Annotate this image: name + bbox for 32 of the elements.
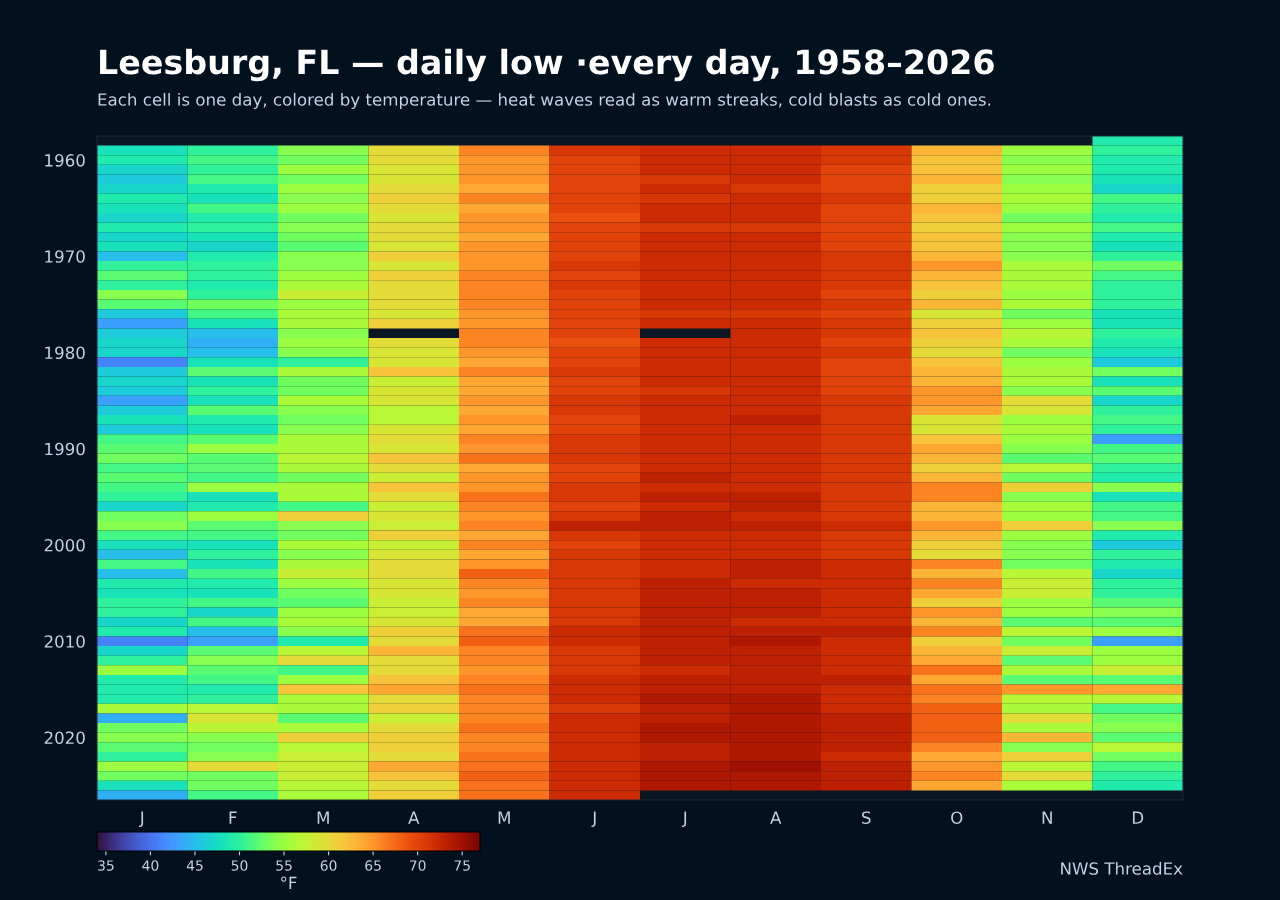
color-bar-label: 65 (365, 860, 381, 871)
x-tick-label: J (138, 811, 144, 828)
color-bar-label: 50 (231, 860, 248, 871)
color-bar-label: 70 (409, 860, 426, 871)
color-bar-label: 60 (320, 860, 337, 871)
color-bar-label: 45 (186, 860, 203, 871)
x-tick-label: A (770, 811, 782, 824)
text: NWS ThreadEx (1061, 861, 1183, 875)
y-tick-label: 2020 (44, 731, 85, 745)
x-tick-label: F (229, 811, 237, 824)
x-tick-label: O (951, 811, 963, 825)
x-tick-label: J (591, 811, 596, 828)
chart-subtitle: Each cell is one day, colored by temperature — heat waves read as warm streaks, cold blasts as cold ones. (98, 92, 991, 110)
x-tick-label: D (1132, 811, 1144, 824)
x-tick-label: M (317, 811, 329, 824)
x-tick-label: J (681, 811, 687, 828)
color-bar-label: 55 (276, 860, 292, 871)
x-tick-label: M (498, 811, 510, 824)
y-tick-label: 1970 (45, 250, 85, 263)
chart-title: Leesburg, FL — daily low ·every day, 1958–2026 (100, 48, 994, 82)
y-tick-label: 1980 (45, 346, 85, 360)
x-tick-label: S (862, 811, 871, 825)
y-tick-label: 1990 (45, 442, 85, 456)
x-tick-label: N (1042, 811, 1052, 824)
color-bar-label: 40 (142, 860, 159, 871)
color-bar-label: 35 (98, 860, 114, 871)
y-tick-label: 2010 (44, 635, 85, 648)
x-tick-label: A (408, 811, 420, 824)
color-bar-title: °F (281, 876, 297, 889)
y-tick-label: 1960 (45, 154, 85, 167)
color-bar-label: 75 (454, 860, 470, 871)
y-tick-label: 2000 (44, 538, 85, 552)
